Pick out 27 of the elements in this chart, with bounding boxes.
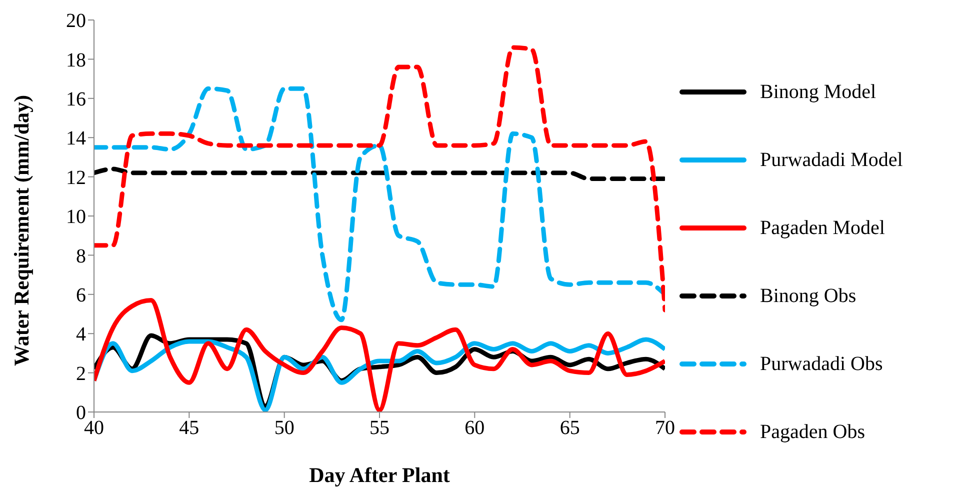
y-tick-label: 2: [76, 362, 86, 385]
y-tick-label: 4: [76, 324, 86, 346]
x-axis-title: Day After Plant: [309, 463, 450, 487]
legend-label: Purwadadi Model: [760, 148, 903, 172]
y-tick-label: 6: [76, 284, 86, 306]
legend-label: Binong Obs: [760, 284, 856, 308]
x-tick-label: 70: [655, 417, 675, 440]
x-tick-label: 60: [464, 417, 485, 440]
y-tick-label: 0: [76, 402, 86, 424]
x-tick-label: 55: [370, 417, 390, 440]
y-axis-title: Water Requirement (mm/day): [9, 94, 34, 366]
x-tick-label: 65: [560, 417, 580, 440]
y-tick-label: 14: [66, 128, 86, 150]
x-tick-label: 45: [179, 417, 200, 440]
x-tick-label: 50: [274, 417, 294, 440]
legend-label: Pagaden Model: [760, 216, 885, 240]
y-tick-label: 18: [66, 49, 86, 72]
legend-label: Purwadadi Obs: [760, 352, 883, 376]
line-series: [94, 45, 665, 312]
y-tick-label: 12: [66, 166, 86, 189]
y-tick-label: 20: [66, 10, 86, 32]
legend-label: Pagaden Obs: [760, 420, 865, 444]
y-tick-label: 10: [66, 206, 86, 228]
y-tick-label: 16: [66, 88, 86, 110]
x-tick-label: 40: [84, 417, 104, 440]
legend-label: Binong Model: [760, 80, 876, 104]
y-tick-label: 8: [76, 245, 86, 268]
